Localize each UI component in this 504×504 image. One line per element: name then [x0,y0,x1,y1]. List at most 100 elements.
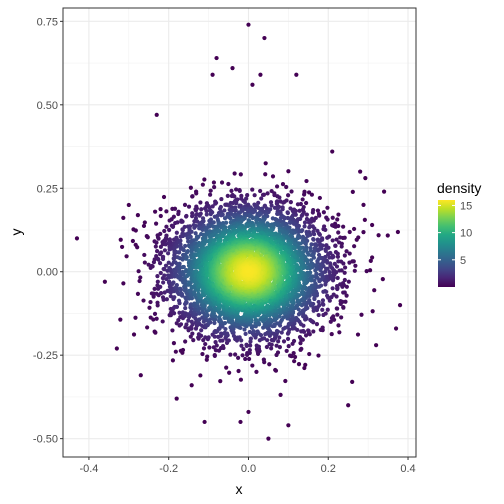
data-point [363,176,368,181]
data-point [299,329,304,334]
data-point [324,274,329,279]
data-point [343,265,348,270]
data-point [364,269,369,274]
data-point [183,305,188,311]
data-point [291,221,297,226]
data-point [212,184,217,190]
data-point [380,277,385,282]
data-point [166,260,171,265]
data-point [342,253,347,258]
data-point [303,241,308,246]
data-point [142,220,147,225]
data-point [229,188,234,193]
data-point [247,329,252,335]
data-point [179,291,184,297]
data-point [282,216,287,221]
data-point [189,319,194,324]
data-point [338,282,343,287]
data-point [222,320,228,326]
data-point [145,235,150,240]
data-point [344,249,349,254]
data-point [316,299,321,305]
data-point [317,213,322,218]
data-point [325,217,330,222]
data-point [332,261,337,266]
data-point [208,192,213,197]
data-point [286,321,292,326]
data-point [300,287,305,292]
data-points [74,22,403,441]
data-point [203,235,208,240]
data-point [242,327,247,332]
data-point [173,349,178,354]
data-point [299,213,304,218]
data-point [286,169,291,174]
data-point [182,202,188,207]
data-point [160,256,166,262]
data-point [160,295,166,300]
data-point [318,272,323,277]
data-point [358,169,363,174]
data-point [313,268,318,273]
data-point [213,201,218,206]
data-point [231,333,237,339]
data-point [213,348,218,353]
data-point [320,325,325,330]
data-point [368,258,373,263]
data-point [292,354,298,360]
data-point [156,257,161,262]
data-point [237,335,242,340]
data-point [302,224,307,229]
data-point [245,192,250,198]
data-point [121,281,126,286]
data-point [172,206,178,211]
data-point [174,283,179,288]
data-point [277,345,282,350]
data-point [275,321,280,326]
data-point [316,353,321,358]
data-point [171,280,176,285]
data-point [212,352,217,358]
data-point [317,195,322,201]
data-point [161,194,167,200]
data-point [291,351,296,356]
data-point [259,196,264,201]
data-point [172,253,177,258]
data-point [167,227,172,233]
data-point [188,185,193,190]
data-point [243,331,248,336]
data-point [208,188,213,193]
data-point [347,251,352,256]
data-point [328,263,333,269]
data-point [200,227,205,233]
data-point [350,189,355,194]
data-point [200,182,205,187]
data-point [330,286,335,291]
data-point [355,332,361,337]
data-point [334,237,339,242]
data-point [154,316,159,321]
data-point [329,331,334,337]
data-point [170,328,175,333]
data-point [218,378,223,384]
data-point [248,343,253,348]
data-point [305,290,310,296]
data-point [306,190,312,195]
data-point [251,329,256,334]
data-point [331,314,336,319]
data-point [153,244,158,249]
data-point [215,213,220,218]
data-point [152,286,157,292]
data-point [303,362,308,367]
data-point [197,213,202,218]
data-point [158,291,164,296]
data-point [312,278,317,283]
data-point [260,192,266,197]
data-point [201,346,207,351]
data-point [303,333,309,338]
data-point [213,317,218,322]
data-point [239,343,244,348]
data-point [234,201,239,206]
data-point [261,357,266,362]
